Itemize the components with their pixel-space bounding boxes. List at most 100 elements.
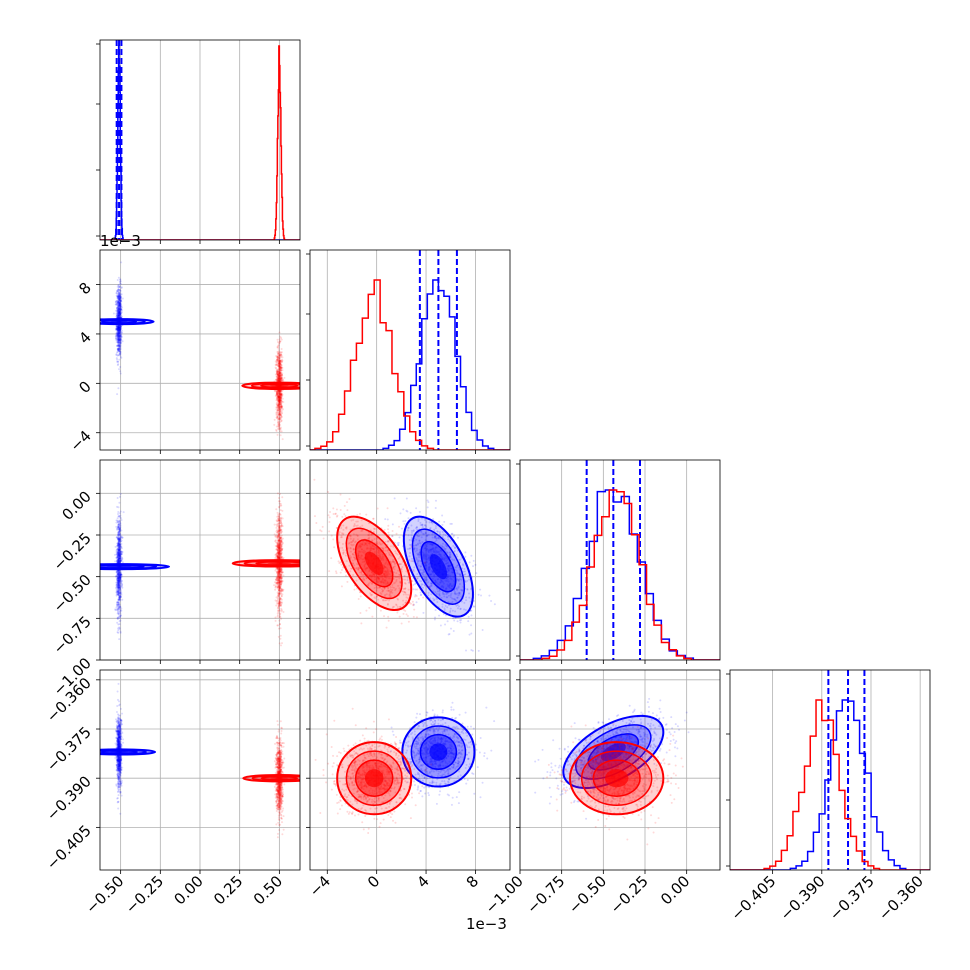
scatter-point	[116, 327, 119, 330]
scatter-point	[117, 326, 120, 329]
scatter-point	[371, 615, 374, 618]
scatter-point	[278, 403, 281, 406]
scatter-point	[275, 399, 278, 402]
scatter-point	[116, 334, 119, 337]
scatter-point	[117, 341, 120, 344]
scatter-point	[278, 371, 281, 374]
scatter-point	[119, 337, 122, 340]
scatter-point	[118, 316, 121, 319]
histogram-red	[310, 279, 510, 450]
scatter-point	[277, 400, 280, 403]
scatter-point	[278, 340, 281, 343]
scatter-point	[120, 308, 123, 311]
scatter-point	[118, 348, 121, 351]
scatter-point	[117, 331, 120, 334]
scatter-point	[118, 301, 121, 304]
scatter-point	[116, 505, 119, 508]
scatter-point	[116, 289, 119, 292]
scatter-point	[434, 609, 437, 612]
scatter-point	[117, 288, 120, 291]
scatter-point	[116, 332, 119, 335]
scatter-point	[120, 304, 123, 307]
scatter-point	[278, 407, 281, 410]
scatter-point	[118, 353, 121, 356]
scatter-point	[118, 330, 121, 333]
scatter-point	[116, 301, 119, 304]
scatter-point	[278, 359, 281, 362]
scatter-point	[118, 495, 121, 498]
scatter-point	[118, 329, 121, 332]
scatter-point	[117, 605, 120, 608]
scatter-point	[117, 310, 120, 313]
scatter-point	[281, 411, 284, 414]
scatter-point	[277, 374, 280, 377]
scatter-point	[119, 328, 122, 331]
scatter-point	[117, 326, 120, 329]
scatter-point	[118, 327, 121, 330]
scatter-point	[114, 334, 117, 337]
scatter-point	[116, 301, 119, 304]
scatter-point	[117, 325, 120, 328]
scatter-point	[118, 315, 121, 318]
scatter-point	[117, 309, 120, 312]
scatter-point	[119, 341, 122, 344]
scatter-point	[118, 292, 121, 295]
scatter-point	[404, 558, 407, 561]
scatter-point	[276, 398, 279, 401]
scatter-point	[119, 280, 122, 283]
scatter-point	[275, 391, 278, 394]
scatter-point	[118, 324, 121, 327]
scatter-point	[116, 309, 119, 312]
scatter-point	[277, 358, 280, 361]
scatter-point	[120, 339, 123, 342]
contour-level-3	[267, 562, 292, 565]
scatter-point	[117, 333, 120, 336]
scatter-point	[116, 314, 119, 317]
scatter-point	[280, 394, 283, 397]
scatter-point	[280, 545, 283, 548]
scatter-point	[279, 413, 282, 416]
scatter-point	[274, 616, 277, 619]
scatter-point	[278, 619, 281, 622]
scatter-point	[279, 373, 282, 376]
scatter-point	[278, 380, 281, 383]
scatter-point	[278, 366, 281, 369]
scatter-point	[117, 583, 120, 586]
scatter-point	[117, 546, 120, 549]
scatter-point	[119, 312, 122, 315]
scatter-point	[278, 407, 281, 410]
scatter-point	[119, 348, 122, 351]
scatter-point	[276, 338, 279, 341]
scatter-point	[278, 367, 281, 370]
scatter-point	[278, 422, 281, 425]
scatter-point	[120, 336, 123, 339]
scatter-point	[118, 307, 121, 310]
scatter-point	[117, 292, 120, 295]
scatter-point	[117, 330, 120, 333]
scatter-point	[280, 400, 283, 403]
scatter-point	[118, 334, 121, 337]
scatter-point	[278, 401, 281, 404]
scatter-point	[279, 412, 282, 415]
scatter-point	[280, 351, 283, 354]
scatter-point	[119, 297, 122, 300]
scatter-point	[118, 328, 121, 331]
scatter-point	[116, 279, 119, 282]
scatter-point	[279, 400, 282, 403]
scatter-point	[117, 286, 120, 289]
scatter-point	[280, 504, 283, 507]
scatter-point	[277, 635, 280, 638]
scatter-point	[274, 539, 277, 542]
scatter-point	[280, 534, 283, 537]
scatter-point	[277, 395, 280, 398]
scatter-point	[277, 401, 280, 404]
scatter-point	[453, 619, 456, 622]
scatter-point	[278, 396, 281, 399]
scatter-point	[117, 339, 120, 342]
scatter-point	[281, 372, 284, 375]
scatter-point	[387, 619, 390, 622]
scatter-point	[276, 373, 279, 376]
scatter-point	[118, 333, 121, 336]
